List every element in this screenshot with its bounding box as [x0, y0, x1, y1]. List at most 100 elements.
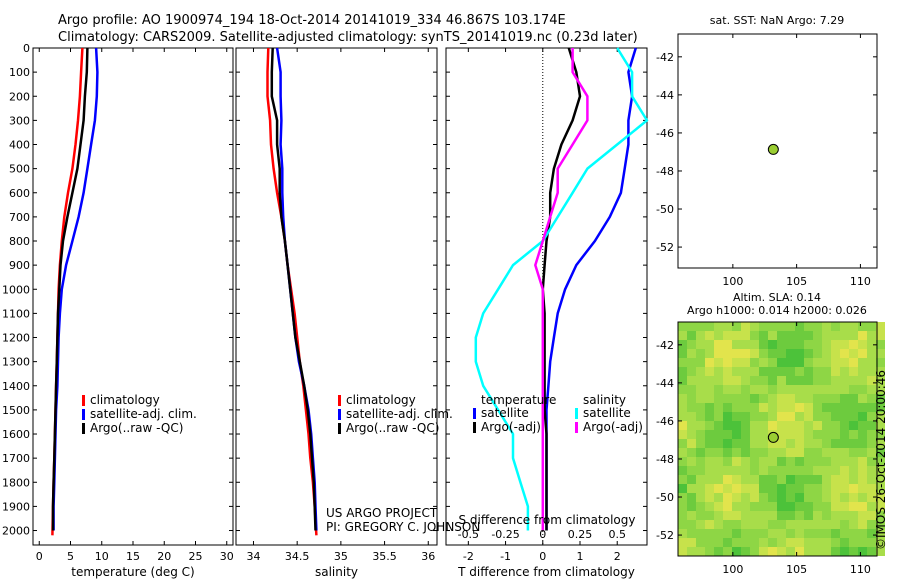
sla-cell [777, 484, 786, 493]
sla-cell [678, 430, 687, 439]
sla-cell [849, 358, 858, 367]
x-tick-label: 15 [126, 550, 140, 563]
sla-cell [741, 367, 750, 376]
sla-cell [750, 322, 759, 331]
sla-cell [822, 502, 831, 511]
sla-cell [786, 511, 795, 520]
depth-tick-label: 600 [9, 187, 30, 200]
sla-cell [759, 439, 768, 448]
sla-cell [678, 358, 687, 367]
sla-cell [741, 403, 750, 412]
map-x-tick-label: 100 [722, 275, 743, 288]
sla-cell [678, 511, 687, 520]
sla-cell [849, 367, 858, 376]
sla-cell [714, 466, 723, 475]
sla-cell [687, 349, 696, 358]
sla-cell [750, 520, 759, 529]
sla-cell [831, 340, 840, 349]
sla-cell [687, 322, 696, 331]
sla-cell [813, 493, 822, 502]
project-name: US ARGO PROJECT [326, 506, 438, 520]
sla-cell [822, 529, 831, 538]
sla-cell [741, 547, 750, 556]
series-line-3-1 [545, 47, 637, 531]
sla-cell [687, 529, 696, 538]
sla-cell [732, 511, 741, 520]
sla-cell [768, 538, 777, 547]
legend-swatch [473, 408, 476, 419]
x-tick-label: 20 [157, 550, 171, 563]
sla-cell [840, 367, 849, 376]
sla-cell [705, 502, 714, 511]
sla-cell [705, 484, 714, 493]
sla-cell [768, 358, 777, 367]
sla-cell [813, 403, 822, 412]
sla-cell [696, 520, 705, 529]
sla-cell [723, 358, 732, 367]
sla-cell [777, 439, 786, 448]
sla-cell [723, 430, 732, 439]
sla-cell [678, 502, 687, 511]
sla-cell [840, 448, 849, 457]
sla-cell [678, 547, 687, 556]
sla-cell [678, 493, 687, 502]
sla-cell [822, 475, 831, 484]
sla-cell [786, 484, 795, 493]
depth-tick-label: 1900 [2, 500, 30, 513]
sla-cell [822, 322, 831, 331]
sla-cell [678, 475, 687, 484]
sla-cell [768, 457, 777, 466]
sla-cell [849, 529, 858, 538]
sla-cell [741, 520, 750, 529]
sla-cell [876, 457, 885, 466]
sla-cell [741, 412, 750, 421]
sla-cell [750, 448, 759, 457]
sla-cell [705, 538, 714, 547]
top-x-tick-label: 0 [539, 528, 546, 541]
sla-cell [759, 358, 768, 367]
sla-cell [768, 439, 777, 448]
series-line-3-3 [474, 47, 649, 531]
sla-cell [858, 457, 867, 466]
sla-cell [696, 403, 705, 412]
series-line-1-3 [51, 47, 89, 531]
sla-cell [777, 466, 786, 475]
sla-cell [813, 439, 822, 448]
sla-cell [759, 502, 768, 511]
sla-cell [705, 529, 714, 538]
sla-cell [732, 340, 741, 349]
sla-cell [750, 529, 759, 538]
sla-cell [795, 448, 804, 457]
sla-cell [723, 439, 732, 448]
sla-cell [813, 340, 822, 349]
sla-cell [678, 466, 687, 475]
sla-cell [822, 349, 831, 358]
sla-cell [705, 547, 714, 556]
sla-cell [804, 547, 813, 556]
sla-cell [840, 322, 849, 331]
sla-cell [867, 340, 876, 349]
sla-cell [831, 538, 840, 547]
depth-tick-label: 1800 [2, 476, 30, 489]
sla-cell [849, 520, 858, 529]
sla-cell [750, 421, 759, 430]
sla-cell [768, 394, 777, 403]
sla-cell [867, 448, 876, 457]
sla-cell [831, 493, 840, 502]
sla-cell [759, 403, 768, 412]
sla-cell [723, 403, 732, 412]
sla-cell [876, 394, 885, 403]
sla-cell [714, 502, 723, 511]
sla-cell [831, 547, 840, 556]
sla-cell [750, 340, 759, 349]
sla-cell [723, 466, 732, 475]
sla-cell [759, 547, 768, 556]
sla-cell [831, 502, 840, 511]
sla-cell [732, 376, 741, 385]
legend-label: satellite [583, 406, 631, 420]
sla-cell [723, 340, 732, 349]
depth-tick-label: 1600 [2, 428, 30, 441]
series-line-1-1 [51, 47, 84, 536]
sla-cell [876, 421, 885, 430]
sla-cell [750, 466, 759, 475]
